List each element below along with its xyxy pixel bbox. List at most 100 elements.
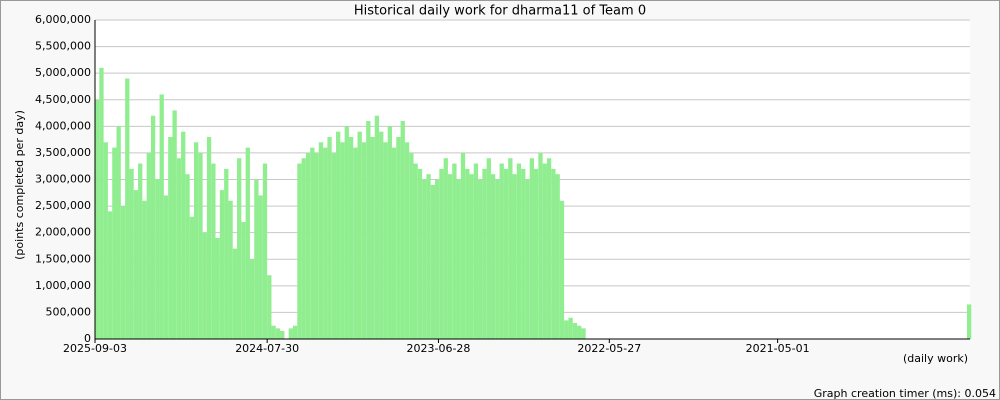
bar — [469, 174, 474, 339]
bar — [572, 323, 578, 339]
bar — [538, 152, 543, 339]
bar — [443, 158, 448, 339]
bar — [473, 163, 479, 339]
bar — [396, 136, 401, 339]
bar — [546, 158, 552, 339]
bar — [499, 163, 504, 339]
bar — [435, 179, 440, 339]
bar — [486, 158, 491, 339]
chart-title: Historical daily work for dharma11 of Te… — [354, 4, 646, 19]
x-tick-label: 2022-05-27 — [577, 342, 641, 355]
bar — [348, 136, 354, 339]
bar — [366, 121, 371, 340]
bar — [529, 158, 535, 339]
y-tick-label: 500,000 — [46, 305, 92, 318]
bar — [146, 152, 151, 339]
bar — [452, 163, 457, 339]
bar — [564, 320, 569, 339]
y-tick-label: 1,500,000 — [35, 252, 91, 265]
y-tick-label: 2,000,000 — [35, 226, 91, 239]
bar — [254, 179, 259, 339]
bar — [142, 200, 147, 339]
bar — [503, 168, 509, 339]
bar — [237, 158, 242, 339]
bar — [232, 248, 238, 339]
bar — [150, 115, 156, 339]
bar — [116, 126, 121, 339]
bar — [409, 152, 414, 339]
bar — [292, 325, 298, 339]
bar — [129, 168, 134, 339]
bar — [103, 142, 108, 339]
bar — [534, 168, 539, 339]
bar — [95, 99, 100, 339]
bar — [211, 163, 216, 339]
bar — [280, 331, 285, 339]
y-tick-label: 4,000,000 — [35, 119, 91, 132]
bar — [228, 200, 233, 339]
bar — [353, 147, 358, 339]
bar — [391, 147, 397, 339]
y-tick-label: 4,500,000 — [35, 93, 91, 106]
bar — [568, 317, 573, 339]
bar — [107, 211, 113, 339]
bar — [133, 190, 139, 339]
bar — [159, 94, 164, 339]
bar — [314, 152, 319, 339]
bar — [301, 158, 306, 339]
y-tick-label: 1,000,000 — [35, 279, 91, 292]
x-tick-label: 2025-09-03 — [63, 342, 127, 355]
y-tick-label: 3,500,000 — [35, 146, 91, 159]
bar — [370, 136, 375, 339]
bar — [262, 163, 268, 339]
bar — [120, 206, 126, 339]
bar — [508, 158, 513, 339]
bar — [447, 174, 453, 339]
bar — [512, 174, 517, 339]
bar — [551, 168, 556, 339]
y-tick-label: 0 — [84, 332, 91, 345]
bar — [383, 142, 388, 339]
bar — [327, 136, 332, 339]
y-tick-label: 3,000,000 — [35, 173, 91, 186]
bar — [521, 168, 526, 339]
bar — [112, 147, 117, 339]
bar — [271, 325, 276, 339]
bar — [387, 126, 392, 339]
x-tick-label: 2024-07-30 — [235, 342, 299, 355]
bar — [288, 328, 293, 339]
footer: Graph creation timer (ms): 0.054 — [814, 387, 996, 400]
bar — [181, 131, 186, 339]
bar — [323, 147, 328, 339]
bar — [516, 163, 522, 339]
bar — [490, 174, 496, 339]
bar — [344, 126, 349, 339]
bar — [456, 179, 461, 339]
y-tick-label: 6,000,000 — [35, 13, 91, 26]
bar — [185, 174, 190, 339]
bar — [172, 110, 177, 339]
bar — [206, 136, 212, 339]
bar — [224, 168, 229, 339]
bar — [465, 168, 470, 339]
bar — [168, 136, 173, 339]
x-tick-label: 2021-05-01 — [746, 342, 810, 355]
bar — [426, 174, 431, 339]
bar — [189, 216, 194, 339]
bar — [310, 147, 315, 339]
bar — [275, 328, 281, 339]
bar — [245, 147, 250, 339]
bar — [430, 184, 436, 339]
y-tick-label: 2,500,000 — [35, 199, 91, 212]
bar — [241, 222, 246, 339]
bar — [404, 142, 410, 339]
bar — [215, 237, 220, 339]
x-axis-label: (daily work) — [903, 352, 968, 365]
bar — [318, 142, 324, 339]
bar — [422, 179, 427, 339]
bar — [495, 179, 500, 339]
bar — [966, 304, 972, 339]
bar — [482, 168, 487, 339]
bar — [258, 195, 263, 339]
